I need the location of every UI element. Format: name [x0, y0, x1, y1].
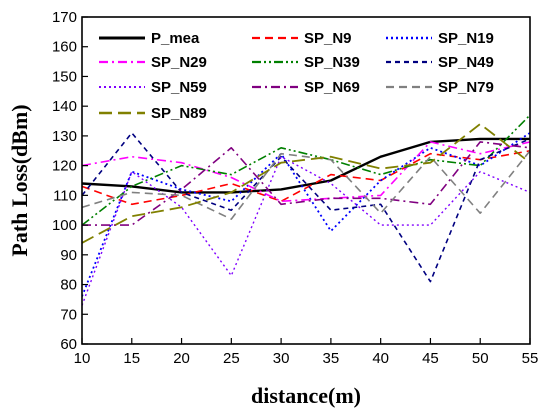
legend-label: P_mea: [151, 30, 200, 47]
legend-label: SP_N39: [304, 54, 360, 71]
legend-label: SP_N9: [304, 30, 352, 47]
legend-label: SP_N29: [151, 54, 207, 71]
series-line-sp-n19: [82, 132, 530, 297]
legend-item-sp-n9: SP_N9: [252, 30, 352, 47]
series-line-sp-n59: [82, 155, 530, 306]
legend: P_mea SP_N9 SP_N19 SP_N29 SP_N39 SP_N49 SP_N59…: [99, 30, 494, 122]
legend-item-sp-n19: SP_N19: [386, 30, 494, 47]
x-tick-label: 25: [223, 350, 240, 367]
legend-item-sp-n59: SP_N59: [99, 79, 207, 96]
y-tick-label: 70: [60, 306, 77, 323]
x-tick-label: 35: [323, 350, 340, 367]
y-tick-label: 60: [60, 336, 77, 353]
legend-item-sp-n49: SP_N49: [386, 54, 494, 71]
x-tick-label: 30: [273, 350, 290, 367]
y-tick-label: 100: [52, 217, 77, 234]
legend-label: SP_N79: [438, 79, 494, 96]
series-line-sp-n69: [82, 141, 530, 226]
series-layer: [82, 114, 530, 306]
legend-label: SP_N69: [304, 79, 360, 96]
series-line-sp-n89: [82, 123, 530, 244]
y-tick-label: 170: [52, 9, 77, 26]
legend-item-sp-n89: SP_N89: [99, 105, 207, 122]
y-tick-label: 80: [60, 277, 77, 294]
legend-label: SP_N89: [151, 105, 207, 122]
x-tick-label: 55: [522, 350, 539, 367]
y-tick-label: 110: [53, 187, 77, 204]
legend-label: SP_N49: [438, 54, 494, 71]
x-tick-label: 45: [422, 350, 439, 367]
y-tick-label: 150: [52, 68, 77, 85]
y-tick-label: 130: [52, 128, 77, 145]
legend-label: SP_N59: [151, 79, 207, 96]
x-tick-label: 40: [372, 350, 389, 367]
series-line-sp-n9: [82, 150, 530, 206]
series-line-sp-n39: [82, 114, 530, 226]
legend-item-p-mea: P_mea: [99, 30, 200, 47]
series-line-sp-n49: [82, 132, 530, 283]
series-line-sp-n29: [82, 141, 530, 203]
legend-item-sp-n39: SP_N39: [252, 54, 360, 71]
ticks-layer: 10 15 20 25 30 35 40 45 50 55 60 70 80 90 100 110 120 130…: [52, 9, 538, 367]
y-axis-title: Path Loss(dBm): [7, 104, 32, 256]
legend-item-sp-n79: SP_N79: [386, 79, 494, 96]
y-tick-label: 140: [52, 98, 77, 115]
legend-label: SP_N19: [438, 30, 494, 47]
x-tick-label: 10: [74, 350, 91, 367]
legend-item-sp-n29: SP_N29: [99, 54, 207, 71]
series-line-p-mea: [82, 137, 530, 194]
legend-item-sp-n69: SP_N69: [252, 79, 360, 96]
x-axis-title: distance(m): [251, 383, 361, 408]
x-tick-label: 50: [472, 350, 489, 367]
y-tick-label: 120: [52, 158, 77, 175]
x-tick-label: 15: [123, 350, 140, 367]
series-line-sp-n79: [82, 150, 530, 220]
plot-frame: [81, 16, 531, 345]
x-tick-label: 20: [173, 350, 190, 367]
y-tick-label: 160: [52, 39, 77, 56]
y-tick-label: 90: [60, 247, 77, 264]
